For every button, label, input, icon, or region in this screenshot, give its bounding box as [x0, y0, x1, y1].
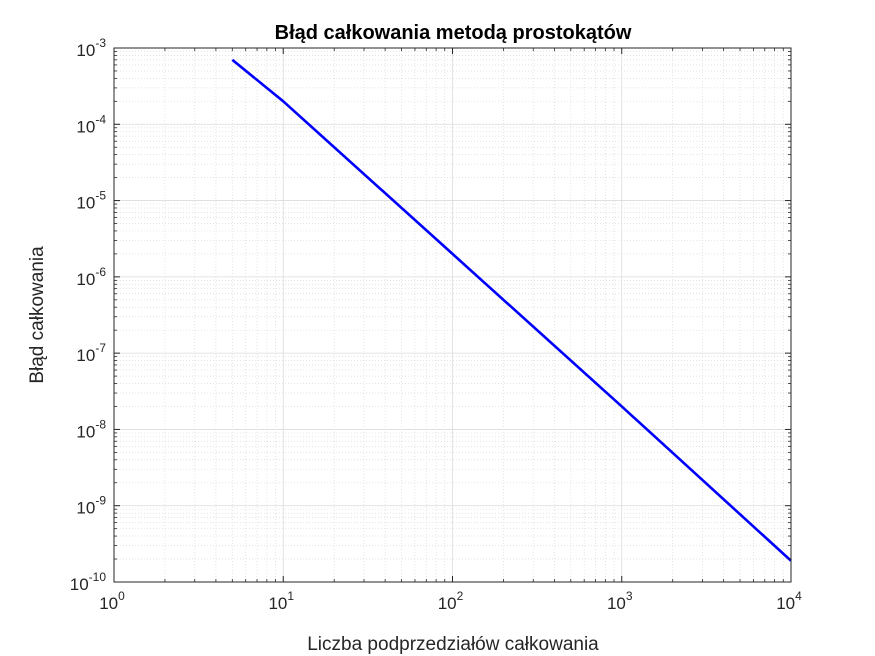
- minor-grid: [114, 48, 791, 582]
- y-tick-label: 10-9: [76, 494, 106, 518]
- series-line: [231, 58, 792, 562]
- x-tick-label: 104: [776, 589, 802, 613]
- x-axis-label: Liczba podprzedziałów całkowania: [307, 634, 599, 655]
- y-tick-label: 10-8: [76, 417, 106, 441]
- y-axis-label: Błąd całkowania: [27, 246, 48, 384]
- y-tick-label: 10-4: [76, 112, 106, 136]
- tick-marks: [113, 47, 792, 583]
- x-tick-label: 100: [99, 589, 125, 613]
- x-tick-label: 102: [438, 589, 464, 613]
- y-tick-label: 10-6: [76, 265, 106, 289]
- y-tick-label: 10-3: [76, 36, 106, 60]
- x-tick-label: 103: [607, 589, 633, 613]
- x-tick-label: 101: [268, 589, 294, 613]
- x-tick-labels: 100 101 102 103 104: [99, 589, 802, 613]
- chart-title: Błąd całkowania metodą prostokątów: [275, 22, 632, 44]
- y-tick-labels: 10-10 10-9 10-8 10-7 10-6 10-5 10-4 10-3: [70, 36, 107, 594]
- series-layer: [231, 58, 792, 562]
- y-tick-label: 10-7: [76, 341, 106, 365]
- y-tick-label: 10-10: [70, 570, 107, 594]
- y-tick-label: 10-5: [76, 189, 106, 213]
